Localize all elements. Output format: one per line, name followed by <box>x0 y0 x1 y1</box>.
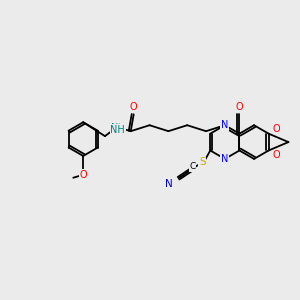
Text: C: C <box>189 162 196 171</box>
Text: O: O <box>273 150 280 161</box>
Text: NH: NH <box>110 125 125 135</box>
Text: H: H <box>113 123 121 133</box>
Text: N: N <box>165 179 172 189</box>
Text: O: O <box>130 102 137 112</box>
Text: O: O <box>273 124 280 134</box>
Text: O: O <box>80 170 87 180</box>
Text: S: S <box>199 158 206 167</box>
Text: N: N <box>221 120 229 130</box>
Text: O: O <box>236 102 243 112</box>
Text: N: N <box>111 123 118 133</box>
Text: N: N <box>221 154 229 164</box>
